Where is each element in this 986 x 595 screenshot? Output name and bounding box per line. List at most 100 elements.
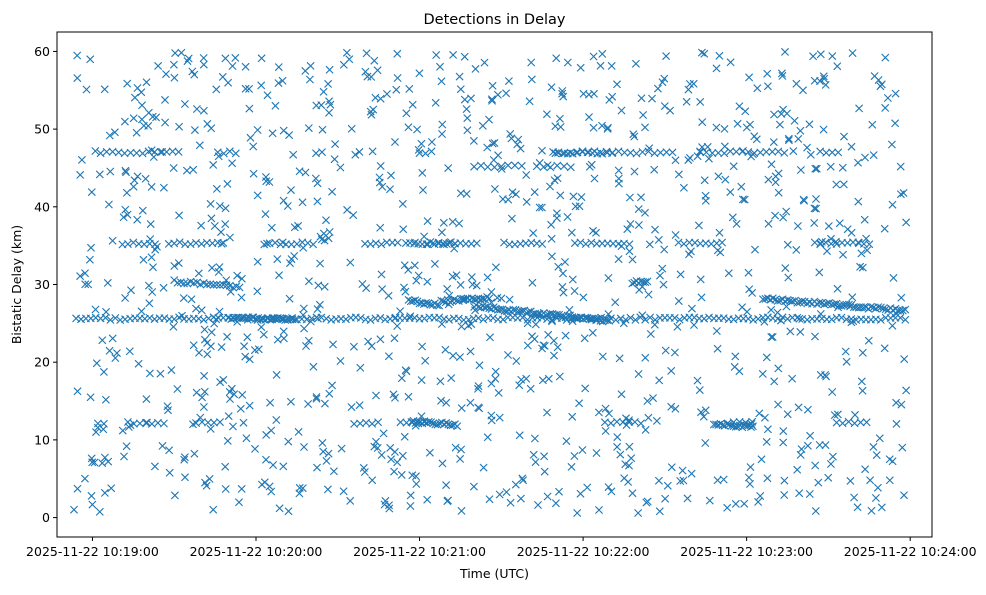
detection-point [856,262,865,271]
detection-point [783,240,792,249]
detection-point [159,419,168,428]
detection-point [749,315,758,324]
detection-point [323,485,332,494]
detection-point [700,314,709,323]
detection-point [402,367,411,376]
detection-point [406,312,415,321]
detection-point [643,497,652,506]
detection-point [225,233,234,242]
detection-point [355,401,364,410]
detection-point [713,344,722,353]
detection-point [705,313,713,322]
detection-point [899,189,908,197]
x-tick-label: 2025-11-22 10:20:00 [190,544,323,559]
detection-point [616,314,625,323]
detection-point [754,314,763,323]
detection-point [471,306,480,315]
detection-point [795,489,804,498]
detection-point [538,313,547,322]
detection-point [875,434,884,443]
x-tick-label: 2025-11-22 10:22:00 [517,544,650,559]
detection-point [724,269,733,278]
detection-point [325,108,333,117]
detection-point [274,79,283,88]
detection-point [311,174,320,183]
detection-point [181,473,189,482]
detection-point [835,219,844,228]
detection-point [792,245,801,254]
detection-point [199,106,208,115]
detection-point [284,437,293,446]
detection-point [304,336,313,345]
detection-point [862,234,871,243]
detection-point [832,180,841,189]
detection-point [556,123,565,131]
detection-point [534,501,542,509]
detection-point [491,367,500,376]
detection-point [723,503,732,512]
detection-point [391,138,399,146]
detection-point [645,240,654,249]
detection-point [99,367,108,376]
detection-point [813,299,821,308]
detection-point [195,348,203,357]
detection-point [590,89,598,98]
detection-point [320,399,329,408]
detection-point [241,84,250,93]
detection-point [594,408,603,417]
detection-point [685,250,693,259]
detection-point [892,309,901,318]
detection-point [650,165,659,174]
detection-point [347,124,356,133]
detection-point [93,423,102,432]
detection-point [888,200,897,209]
detection-point [221,220,230,229]
detection-point [553,343,562,352]
detection-point [180,279,188,288]
detection-point [803,315,812,324]
detection-point [494,388,503,397]
detection-point [746,480,754,488]
detection-point [307,314,316,323]
detection-point [796,126,805,135]
detection-point [436,377,445,386]
detection-point [768,294,777,303]
detection-point [490,185,499,193]
detection-point [410,261,419,270]
detection-point [203,350,212,359]
detection-point [611,316,620,324]
detection-point [641,425,650,434]
detection-point [421,356,430,365]
detection-point [740,195,749,204]
detection-point [447,374,456,383]
detection-point [798,297,807,306]
detection-point [389,390,398,399]
detection-point [624,477,633,486]
detection-point [415,149,424,158]
detection-point [142,78,151,87]
detection-point [100,85,109,94]
detection-point [764,175,773,184]
detection-point [690,321,698,329]
detection-point [125,347,134,356]
detection-point [228,159,237,168]
detection-point [796,166,805,174]
detection-point [145,369,154,378]
detection-point [504,195,513,204]
detection-point [637,193,645,202]
detection-point [658,264,667,273]
detection-point [443,497,452,506]
detection-point [318,148,326,157]
detection-point [209,160,218,169]
detection-point [694,221,703,230]
detection-point [606,419,615,428]
detection-point [160,314,169,323]
detection-point [741,418,750,427]
detection-point [263,91,272,100]
detection-point [589,52,598,61]
detection-point [579,89,588,98]
detection-point [540,452,549,461]
detection-point [862,418,871,427]
detection-point [146,235,155,244]
detection-point [225,147,234,156]
